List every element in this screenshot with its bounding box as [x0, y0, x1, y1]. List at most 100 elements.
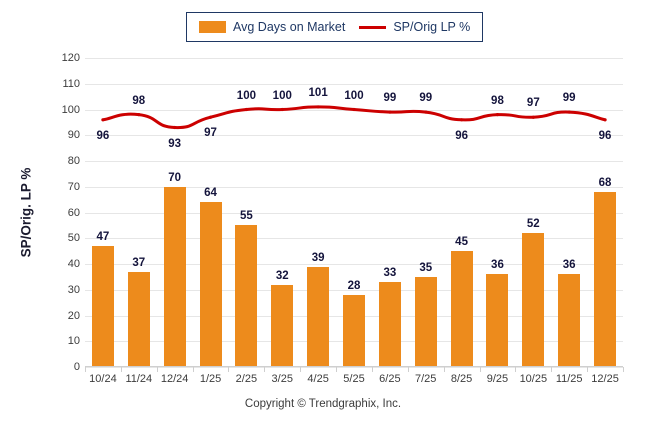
bar-value-label: 47: [96, 230, 110, 243]
x-axis-tick-mark: [587, 367, 589, 372]
line-marker[interactable]: [603, 118, 607, 122]
line-marker[interactable]: [173, 125, 177, 130]
line-marker[interactable]: [208, 115, 213, 119]
legend-label-sp-orig-lp: SP/Orig LP %: [393, 20, 471, 34]
line-marker[interactable]: [567, 110, 571, 114]
bar[interactable]: [414, 276, 437, 367]
x-axis-tick-mark: [120, 367, 122, 372]
line-marker[interactable]: [424, 110, 428, 114]
bar[interactable]: [199, 202, 222, 367]
y-axis-tick-label: 50: [67, 232, 80, 245]
x-axis-tick-label: 11/24: [125, 373, 153, 385]
line-value-label: 97: [526, 97, 540, 110]
y-axis-tick-labels: 0 10 20 30 40 50 60 70 80 90 100 110 120: [48, 52, 80, 373]
line-value-label: 97: [204, 127, 217, 140]
x-axis-tick-label: 9/25: [486, 373, 509, 385]
line-value-label: 99: [562, 92, 576, 105]
bar-slot: 28: [336, 58, 372, 367]
bar-value-label: 33: [383, 267, 397, 280]
gridline: [85, 289, 623, 291]
y-axis-title-label: SP/Orig. LP %: [18, 167, 34, 258]
bar[interactable]: [307, 266, 330, 367]
line-value-label: 100: [236, 89, 256, 102]
gridline: [85, 264, 623, 265]
y-axis-tick-label: 100: [61, 103, 80, 116]
bar[interactable]: [127, 271, 150, 367]
line-marker[interactable]: [101, 118, 105, 122]
bar-slot: 64: [193, 58, 229, 367]
bar-value-label: 37: [132, 256, 146, 269]
y-axis-tick-label: 90: [67, 129, 80, 142]
line-marker[interactable]: [352, 107, 356, 112]
chart-legend: Avg Days on Market SP/Orig LP %: [186, 12, 484, 42]
bar-slot: 36: [551, 58, 587, 367]
line-marker[interactable]: [388, 110, 392, 114]
x-axis-tick-mark: [336, 367, 338, 372]
x-axis-tick-mark: [228, 367, 230, 372]
bar[interactable]: [522, 233, 545, 367]
bar[interactable]: [450, 251, 473, 367]
bar-value-label: 52: [526, 218, 540, 231]
y-axis-title: SP/Orig. LP %: [16, 58, 36, 367]
line-marker[interactable]: [244, 107, 248, 112]
x-axis-tick-label: 11/25: [555, 373, 583, 385]
x-axis-tick-label: 4/25: [307, 373, 329, 385]
legend-entry-sp-orig-lp[interactable]: SP/Orig LP %: [359, 20, 470, 34]
gridline: [85, 58, 623, 59]
line-value-label: 96: [96, 129, 110, 142]
bar[interactable]: [163, 186, 186, 367]
line-value-label: 98: [132, 94, 146, 107]
x-axis-tick-label: 3/25: [271, 373, 293, 385]
bar-slot: 36: [480, 58, 516, 367]
y-axis-tick-label: 30: [67, 283, 80, 296]
y-axis-tick-label: 80: [67, 155, 80, 167]
line-value-label: 99: [383, 92, 397, 105]
bar-value-label: 32: [275, 269, 289, 282]
line-value-label: 93: [168, 137, 182, 150]
copyright-notice: Copyright © Trendgraphix, Inc.: [244, 398, 402, 410]
gridline: [85, 186, 623, 188]
x-axis-tick-mark: [264, 367, 266, 372]
bar[interactable]: [486, 274, 509, 367]
x-axis-tick-mark: [443, 367, 445, 372]
y-axis-tick-label: 60: [67, 206, 80, 219]
line-marker[interactable]: [137, 113, 141, 117]
bar[interactable]: [558, 274, 581, 367]
line-marker[interactable]: [460, 118, 464, 122]
bar[interactable]: [91, 245, 114, 367]
bar-slot: 35: [408, 58, 444, 367]
x-axis-tick-label: 12/24: [160, 373, 189, 385]
bar[interactable]: [342, 294, 365, 367]
line-series-sp-orig-lp: [101, 105, 607, 130]
y-axis-tick-label: 110: [62, 77, 80, 90]
bar-slot: 37: [121, 58, 157, 367]
bar[interactable]: [235, 225, 258, 367]
bar[interactable]: [378, 282, 401, 367]
bar-value-label: 64: [204, 187, 217, 200]
bar-slot: 52: [515, 58, 551, 367]
line-marker[interactable]: [531, 115, 535, 119]
line-value-label: 96: [455, 129, 468, 142]
line-value-label: 99: [419, 92, 433, 105]
y-axis-tick-label: 70: [67, 180, 80, 193]
plot-area: 47 37 70 64 55 32 39 28 33 35 45 36 52 36 68 96 98 93 97 1…: [85, 58, 623, 368]
line-swatch-icon: [359, 25, 387, 29]
line-marker[interactable]: [316, 105, 320, 109]
x-axis-tick-mark: [515, 367, 517, 372]
x-axis-tick-labels: 10/24 11/24 12/24 1/25 2/25 3/25 4/25 5/25 6/25 7…: [85, 367, 624, 389]
bar-slot: 39: [300, 58, 336, 367]
bar-value-label: 68: [598, 176, 612, 189]
line-marker[interactable]: [495, 113, 500, 117]
bar[interactable]: [271, 284, 294, 367]
x-axis-tick-mark: [156, 367, 158, 372]
line-marker[interactable]: [280, 107, 284, 112]
bar-value-label: 39: [311, 251, 325, 264]
x-axis-tick-label: 12/25: [591, 373, 619, 385]
line-value-label: 101: [308, 86, 328, 99]
bar[interactable]: [594, 191, 617, 367]
x-axis-tick-label: 10/25: [519, 373, 548, 385]
bar-slot: 33: [372, 58, 408, 367]
legend-entry-avg-days-on-market[interactable]: Avg Days on Market: [199, 20, 345, 34]
line-value-label: 98: [491, 94, 504, 107]
